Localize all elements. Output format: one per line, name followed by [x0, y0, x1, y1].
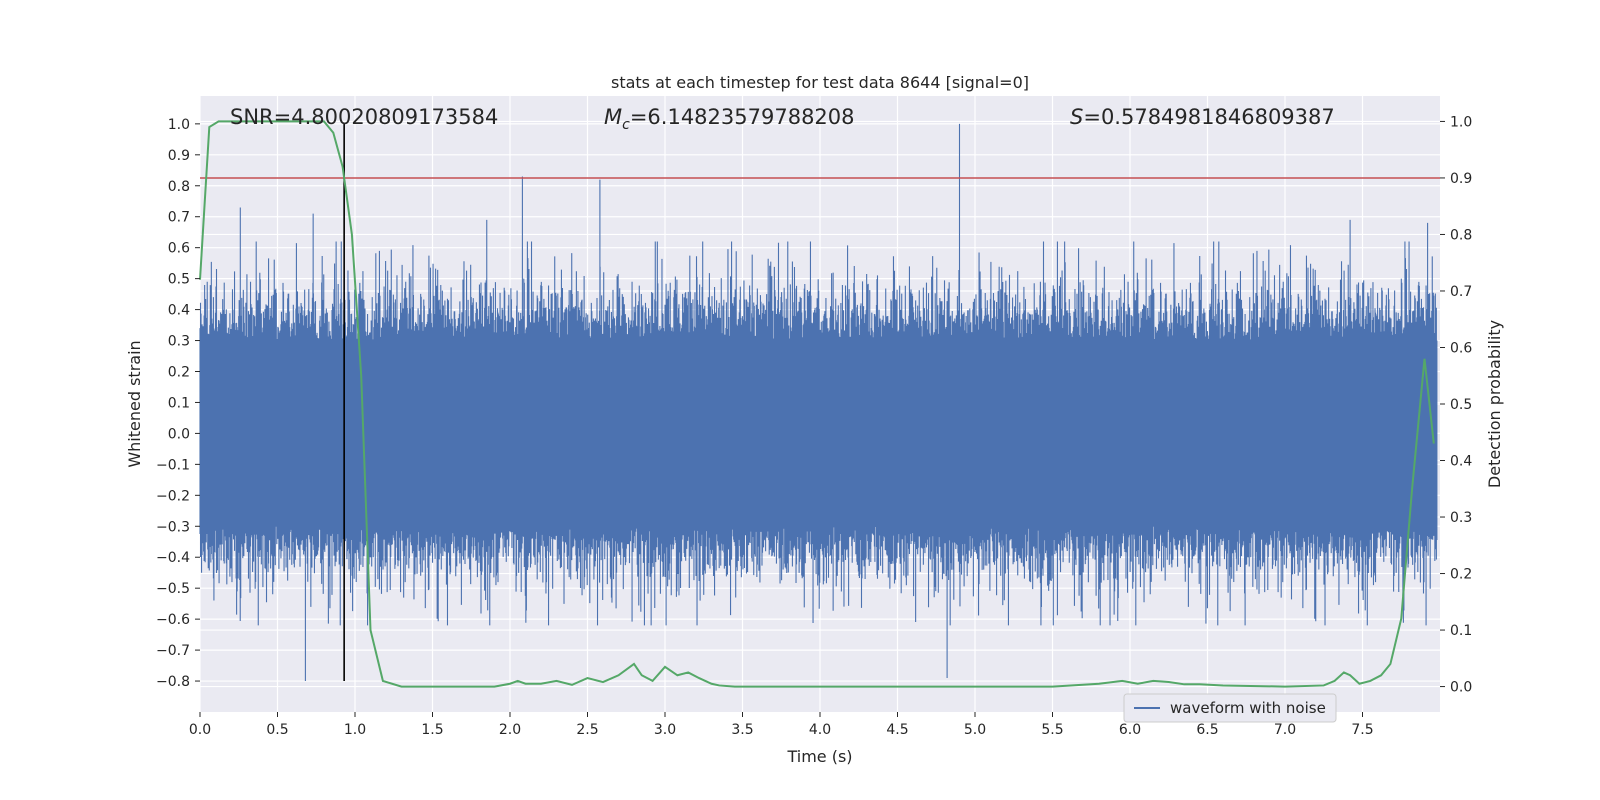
right-axis-label: Detection probability — [1485, 320, 1504, 488]
left-tick-label: −0.3 — [156, 519, 190, 535]
s-value: =0.5784981846809387 — [1083, 105, 1334, 129]
left-tick-label: 0.7 — [168, 210, 190, 226]
right-tick-label: 0.7 — [1450, 284, 1472, 300]
right-tick-label: 0.6 — [1450, 340, 1472, 356]
mc-subscript: c — [622, 117, 630, 133]
right-tick-label: 0.5 — [1450, 397, 1472, 413]
s-annotation: S=0.5784981846809387 — [1070, 105, 1335, 129]
legend-box — [1123, 693, 1337, 723]
left-tick-label: 0.6 — [168, 241, 190, 257]
left-tick-label: −0.8 — [156, 674, 190, 690]
chart-title: stats at each timestep for test data 864… — [611, 73, 1029, 92]
left-tick-label: 0.4 — [168, 303, 190, 319]
x-tick-label: 2.5 — [576, 722, 598, 738]
right-tick-label: 0.8 — [1450, 227, 1472, 243]
left-tick-label: 0.8 — [168, 179, 190, 195]
x-axis-ticks: 0.0 0.5 1.0 1.5 2.0 2.5 3.0 3.5 4.0 4.5 5.0 5.5 6.0 6… — [189, 712, 1374, 738]
left-tick-label: 0.5 — [168, 272, 190, 288]
left-tick-label: −0.6 — [156, 612, 190, 628]
left-tick-label: 1.0 — [168, 117, 190, 133]
right-tick-label: 0.4 — [1450, 454, 1472, 470]
right-tick-label: 0.0 — [1450, 680, 1472, 696]
left-axis-ticks: 1.0 0.9 0.8 0.7 0.6 0.5 0.4 0.3 0.2 0.1 0.0 −0.1 −0.… — [156, 117, 200, 690]
right-tick-label: 0.9 — [1450, 171, 1472, 187]
left-tick-label: 0.1 — [168, 395, 190, 411]
left-tick-label: 0.2 — [168, 364, 190, 380]
mc-symbol: M — [604, 105, 622, 129]
x-tick-label: 3.5 — [731, 722, 753, 738]
x-tick-label: 4.5 — [886, 722, 908, 738]
left-tick-label: 0.9 — [168, 148, 190, 164]
x-tick-label: 4.0 — [809, 722, 831, 738]
left-tick-label: −0.4 — [156, 550, 190, 566]
left-tick-label: −0.7 — [156, 643, 190, 659]
s-symbol: S — [1070, 105, 1083, 129]
x-tick-label: 7.5 — [1351, 722, 1373, 738]
legend-label: waveform with noise — [1170, 699, 1326, 717]
x-tick-label: 1.0 — [344, 722, 366, 738]
waveform-series — [199, 123, 1438, 682]
overlay-lines — [199, 120, 1440, 688]
mc-annotation: Mc=6.14823579788208 — [604, 105, 855, 133]
left-tick-label: −0.2 — [156, 488, 190, 504]
x-tick-label: 6.0 — [1119, 722, 1141, 738]
right-axis-ticks: 1.0 0.9 0.8 0.7 0.6 0.5 0.4 0.3 0.2 0.1 0.0 — [1440, 114, 1472, 696]
left-axis-label: Whitened strain — [125, 340, 144, 467]
legend: waveform with noise — [1123, 693, 1337, 723]
x-tick-label: 3.0 — [654, 722, 676, 738]
right-tick-label: 0.3 — [1450, 510, 1472, 526]
x-tick-label: 1.5 — [421, 722, 443, 738]
right-tick-label: 1.0 — [1450, 114, 1472, 130]
x-tick-label: 5.5 — [1041, 722, 1063, 738]
mc-value: =6.14823579788208 — [630, 105, 855, 129]
x-axis-label: Time (s) — [786, 747, 852, 766]
left-tick-label: 0.0 — [168, 426, 190, 442]
left-tick-label: 0.3 — [168, 334, 190, 350]
x-tick-label: 0.5 — [266, 722, 288, 738]
x-tick-label: 0.0 — [189, 722, 211, 738]
waveform-line — [199, 123, 1438, 682]
x-tick-label: 2.0 — [499, 722, 521, 738]
left-tick-label: −0.5 — [156, 581, 190, 597]
left-tick-label: −0.1 — [156, 457, 190, 473]
snr-annotation: SNR=4.80020809173584 — [230, 105, 498, 129]
x-tick-label: 7.0 — [1274, 722, 1296, 738]
detection-probability-line — [199, 120, 1435, 688]
right-tick-label: 0.2 — [1450, 567, 1472, 583]
right-tick-label: 0.1 — [1450, 623, 1472, 639]
x-tick-label: 6.5 — [1196, 722, 1218, 738]
x-tick-label: 5.0 — [964, 722, 986, 738]
